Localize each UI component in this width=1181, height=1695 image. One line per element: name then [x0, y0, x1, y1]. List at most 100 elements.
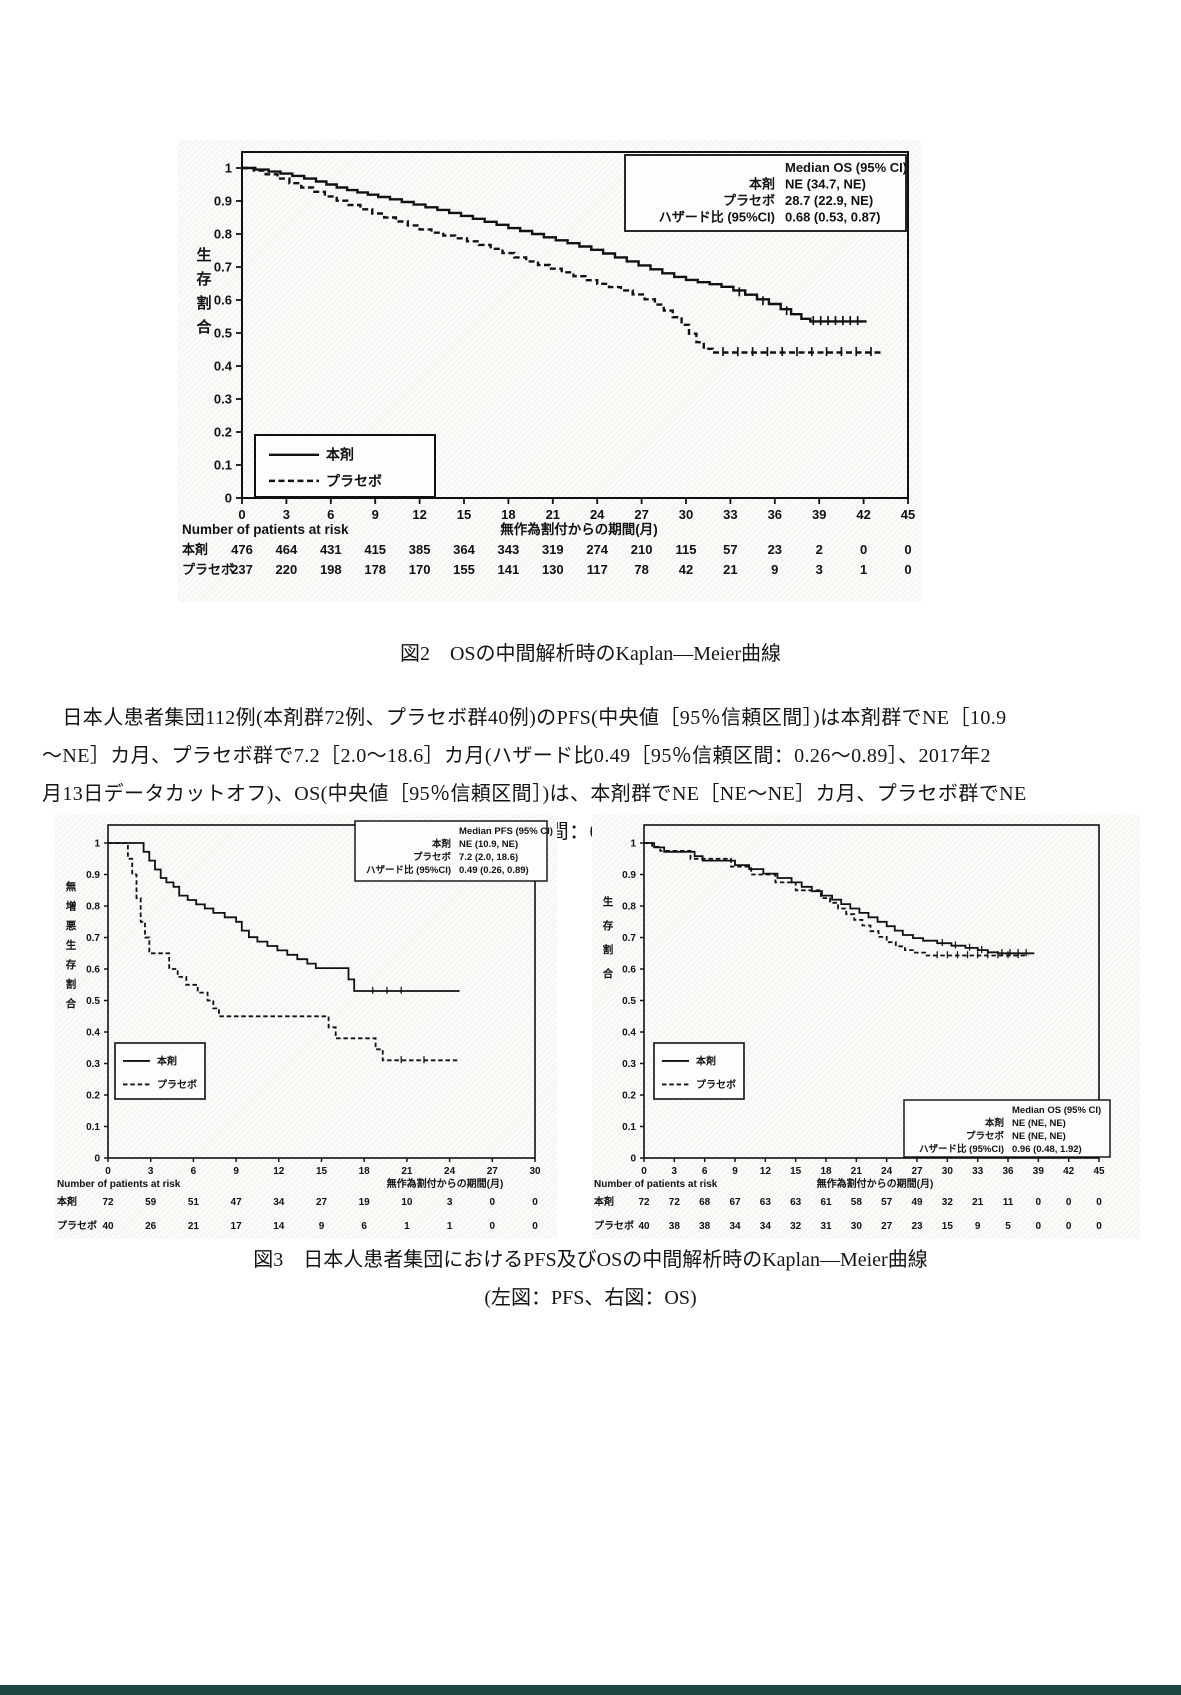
at-risk-value: 26 [145, 1221, 157, 1232]
x-tick-label: 0 [105, 1166, 111, 1177]
at-risk-value: 78 [634, 562, 648, 577]
x-tick-label: 45 [901, 507, 915, 522]
at-risk-value: 9 [319, 1221, 325, 1232]
stats-row-label: プラセボ [723, 193, 775, 208]
at-risk-value: 23 [768, 542, 782, 557]
at-risk-value: 3 [447, 1197, 453, 1208]
y-tick-label: 0.7 [86, 933, 100, 944]
x-tick-label: 27 [911, 1166, 923, 1177]
stats-row-label: ハザード比 (95%CI) [366, 864, 451, 876]
stats-row-value: NE (10.9, NE) [459, 839, 518, 850]
at-risk-row-label: 本剤 [182, 542, 208, 557]
at-risk-value: 21 [723, 562, 737, 577]
figure3-pfs-kaplan-meier-chart: 00.10.20.30.40.50.60.70.80.910 3 6 9 12 15 18 2… [55, 815, 557, 1239]
at-risk-value: 0 [490, 1197, 496, 1208]
x-tick-label: 30 [679, 507, 693, 522]
y-tick-label: 0.9 [622, 870, 636, 881]
x-tick-label: 12 [760, 1166, 772, 1177]
at-risk-value: 72 [669, 1197, 681, 1208]
at-risk-value: 1 [404, 1221, 410, 1232]
at-risk-value: 67 [729, 1197, 741, 1208]
x-tick-label: 39 [812, 507, 826, 522]
y-tick-label: 0.8 [86, 902, 100, 913]
stats-row-value: NE (NE, NE) [1012, 1118, 1066, 1129]
at-risk-value: 38 [669, 1221, 681, 1232]
at-risk-value: 385 [409, 542, 431, 557]
y-tick-label: 0.7 [622, 933, 636, 944]
x-tick-label: 45 [1093, 1166, 1105, 1177]
at-risk-value: 27 [316, 1197, 328, 1208]
at-risk-row-label: プラセボ [182, 562, 234, 577]
figure3-subcaption: (左図：PFS、右図：OS) [484, 1287, 697, 1309]
x-tick-label: 21 [851, 1166, 863, 1177]
y-axis-label-char: 生 [66, 939, 77, 952]
km-curve-solid [644, 842, 1035, 955]
at-risk-value: 21 [972, 1197, 984, 1208]
y-axis-label-char: 割 [66, 978, 77, 991]
x-tick-label: 15 [457, 507, 471, 522]
stats-box [354, 820, 548, 882]
km-curve-dashed [644, 842, 1029, 957]
y-tick-label: 1 [225, 161, 232, 176]
y-axis-label-char: 存 [66, 958, 77, 971]
at-risk-value: 1 [860, 562, 867, 577]
at-risk-value: 464 [276, 542, 298, 557]
y-axis-label-char: 増 [66, 900, 77, 913]
y-tick-label: 0.2 [622, 1091, 636, 1102]
at-risk-value: 38 [699, 1221, 711, 1232]
at-risk-value: 63 [790, 1197, 802, 1208]
at-risk-value: 0 [1066, 1221, 1072, 1232]
y-tick-label: 0.1 [214, 458, 232, 473]
at-risk-value: 14 [273, 1221, 285, 1232]
y-tick-label: 0.4 [622, 1028, 636, 1039]
at-risk-value: 198 [320, 562, 342, 577]
plot-frame [643, 824, 1100, 1159]
at-risk-value: 58 [851, 1197, 863, 1208]
at-risk-value: 0 [1096, 1197, 1102, 1208]
at-risk-value: 0 [1036, 1221, 1042, 1232]
x-tick-label: 36 [768, 507, 782, 522]
x-tick-label: 21 [546, 507, 560, 522]
stats-row-label: 本剤 [432, 838, 451, 850]
y-axis-label-char: 割 [196, 294, 211, 312]
legend-label: プラセボ [326, 473, 382, 489]
at-risk-value: 0 [532, 1221, 538, 1232]
at-risk-value: 30 [851, 1221, 863, 1232]
y-tick-label: 0.5 [622, 996, 636, 1007]
at-risk-value: 0 [1066, 1197, 1072, 1208]
x-tick-label: 27 [634, 507, 648, 522]
at-risk-value: 274 [586, 542, 608, 557]
stats-row-label: プラセボ [966, 1130, 1005, 1142]
at-risk-value: 51 [188, 1197, 200, 1208]
stats-box [903, 1099, 1111, 1158]
at-risk-value: 32 [942, 1197, 954, 1208]
x-axis-label: 無作為割付からの期間(月) [500, 521, 658, 537]
at-risk-value: 9 [975, 1221, 981, 1232]
y-tick-label: 0.9 [214, 194, 232, 209]
y-axis-label-char: 悪 [66, 920, 77, 932]
at-risk-value: 59 [145, 1197, 157, 1208]
stats-header: Median PFS (95% CI) [459, 826, 553, 837]
at-risk-value: 3 [816, 562, 823, 577]
y-tick-label: 0.6 [622, 965, 636, 976]
at-risk-value: 27 [881, 1221, 893, 1232]
y-axis-label-char: 存 [196, 270, 211, 288]
x-tick-label: 33 [972, 1166, 984, 1177]
at-risk-header: Number of patients at risk [57, 1179, 181, 1190]
paragraph-line: 月13日データカットオフ)、OS(中央値［95％信頼区間］)は、本剤群でNE［N… [42, 783, 1027, 805]
at-risk-row-label: プラセボ [594, 1219, 634, 1232]
at-risk-value: 17 [231, 1221, 243, 1232]
y-tick-label: 0 [225, 491, 232, 506]
x-tick-label: 18 [820, 1166, 832, 1177]
at-risk-value: 220 [276, 562, 298, 577]
stats-row-label: ハザード比 (95%CI) [659, 210, 775, 225]
at-risk-value: 0 [860, 542, 867, 557]
at-risk-value: 23 [911, 1221, 923, 1232]
x-tick-label: 6 [191, 1166, 197, 1177]
footer-decoration-bar [0, 1685, 1181, 1695]
y-tick-label: 0.4 [86, 1028, 100, 1039]
y-axis-label-char: 合 [602, 967, 614, 980]
x-tick-label: 12 [273, 1166, 285, 1177]
at-risk-value: 364 [453, 542, 475, 557]
at-risk-value: 68 [699, 1197, 711, 1208]
